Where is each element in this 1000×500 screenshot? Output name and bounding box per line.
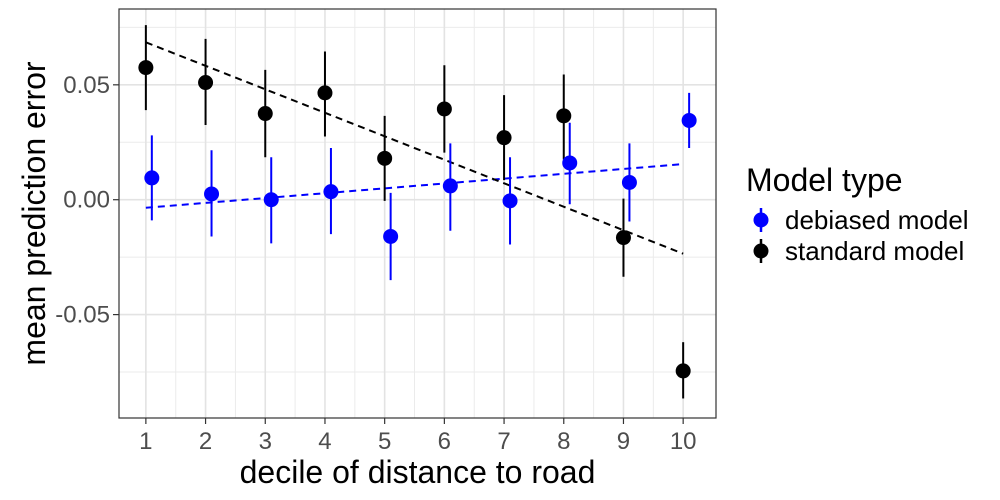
x-tick-label: 4: [318, 428, 331, 455]
data-point-standard: [317, 85, 333, 101]
x-tick-label: 5: [378, 428, 391, 455]
data-point-standard: [615, 230, 631, 246]
legend-key-dot-standard: [753, 243, 769, 259]
data-point-standard: [496, 130, 512, 146]
y-tick-label: -0.05: [55, 302, 110, 329]
x-tick-label: 7: [497, 428, 510, 455]
data-point-debiased: [323, 184, 339, 200]
trend-line-debiased: [145, 163, 684, 209]
data-point-standard: [556, 108, 572, 124]
x-tick-label: 8: [557, 428, 570, 455]
point-layer: [138, 60, 697, 379]
data-point-standard: [675, 363, 691, 379]
x-axis-title: decile of distance to road: [240, 454, 596, 490]
x-tick-label: 6: [438, 428, 451, 455]
trend-line-standard: [145, 41, 684, 255]
data-point-debiased: [562, 155, 578, 171]
data-point-standard: [377, 150, 393, 166]
data-point-standard: [138, 60, 154, 76]
legend-entry-debiased: debiased model: [753, 205, 969, 235]
legend-label-debiased: debiased model: [785, 205, 969, 235]
legend-entry-standard: standard model: [753, 236, 964, 266]
data-point-debiased: [383, 228, 399, 244]
data-point-standard: [257, 106, 273, 122]
x-tick-label: 10: [670, 428, 697, 455]
data-point-standard: [198, 75, 214, 91]
data-point-debiased: [204, 186, 220, 202]
data-point-debiased: [442, 178, 458, 194]
data-point-debiased: [144, 170, 160, 186]
grid-layer: [119, 9, 716, 418]
error-bar-layer: [144, 25, 691, 399]
y-tick-label: 0.05: [63, 72, 110, 99]
x-tick-label: 3: [259, 428, 272, 455]
data-point-debiased: [502, 193, 518, 209]
legend: Model type debiased model standard model: [746, 162, 969, 266]
x-tick-label: 1: [139, 428, 152, 455]
legend-title: Model type: [746, 162, 903, 198]
axis-layer: 1 2 3 4 5 6 7 8 9 10 -0.05 0.00 0.05: [55, 72, 696, 455]
legend-key-dot-debiased: [753, 212, 769, 228]
data-point-standard: [436, 101, 452, 117]
y-axis-title: mean prediction error: [16, 61, 52, 365]
legend-label-standard: standard model: [785, 236, 964, 266]
data-point-debiased: [681, 112, 697, 128]
trend-layer: [145, 41, 684, 255]
y-tick-label: 0.00: [63, 187, 110, 214]
data-point-debiased: [621, 174, 637, 190]
data-point-debiased: [263, 192, 279, 208]
x-tick-label: 9: [617, 428, 630, 455]
panel-border: [118, 8, 717, 419]
x-tick-label: 2: [199, 428, 212, 455]
